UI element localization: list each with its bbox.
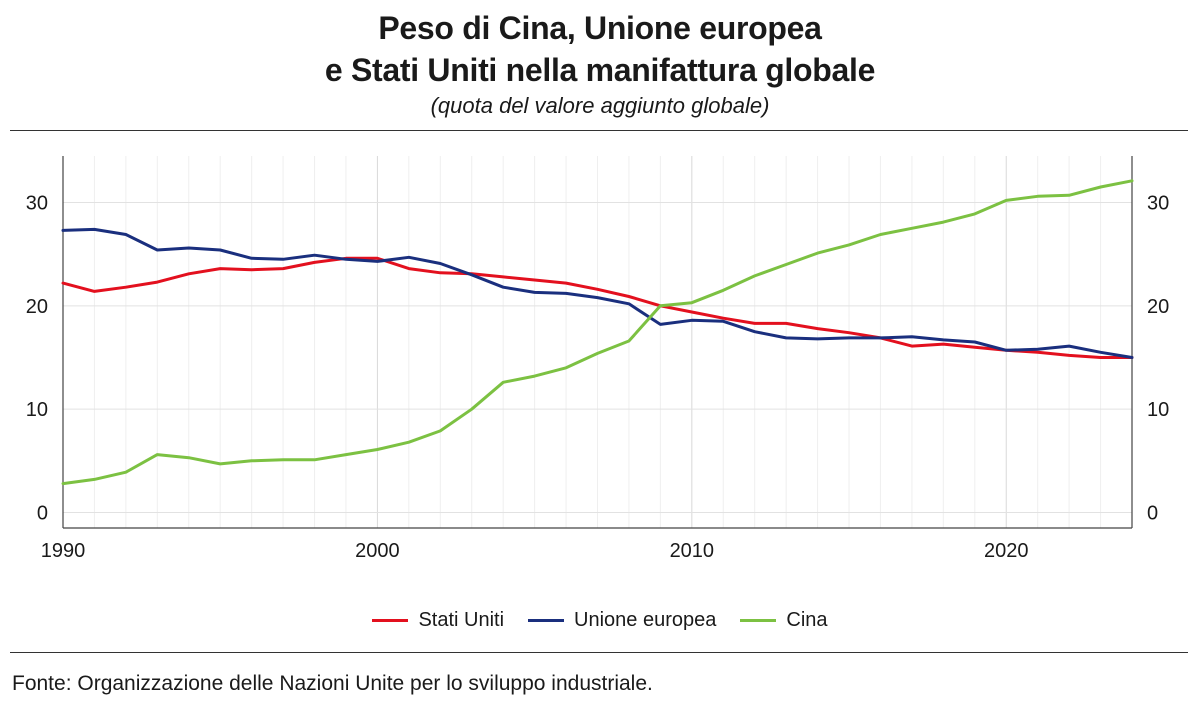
series-lines [61,179,1134,486]
y-tick-label-right: 10 [1147,399,1169,421]
y-tick-label-right: 0 [1147,503,1158,525]
y-tick-label-left: 0 [37,503,48,525]
legend-label-stati-uniti: Stati Uniti [418,609,505,631]
x-tick-label: 2010 [670,540,715,562]
chart-title-line2: e Stati Uniti nella manifattura globale [324,52,876,88]
gridlines [62,156,1133,528]
y-tick-label-left: 30 [26,193,48,215]
chart-title-line1: Peso di Cina, Unione europea [378,10,822,46]
legend: Stati Uniti Unione europea Cina [0,606,1200,634]
x-tick-label: 2000 [355,540,400,562]
source-note: Fonte: Organizzazione delle Nazioni Unit… [12,672,653,695]
legend-swatch-unione-europea [528,618,565,622]
legend-label-unione-europea: Unione europea [574,609,717,631]
series-line-2 [61,179,1134,486]
legend-label-cina: Cina [786,609,828,631]
y-tick-label-right: 30 [1147,193,1169,215]
legend-swatch-stati-uniti [372,618,409,622]
y-tick-label-left: 10 [26,399,48,421]
legend-item-unione-europea: Unione europea [528,606,716,634]
series-line-1 [61,227,1134,359]
axes [62,156,1133,529]
y-tick-label-left: 20 [26,296,48,318]
series-line-0 [61,256,1134,359]
bottom-divider [10,652,1188,653]
x-tick-label: 1990 [41,540,86,562]
legend-item-cina: Cina [740,606,828,634]
legend-item-stati-uniti: Stati Uniti [372,606,504,634]
chart-subtitle: (quota del valore aggiunto globale) [430,93,770,118]
x-tick-label: 2020 [984,540,1029,562]
legend-swatch-cina [740,618,777,622]
y-tick-label-right: 20 [1147,296,1169,318]
top-divider [10,130,1188,131]
